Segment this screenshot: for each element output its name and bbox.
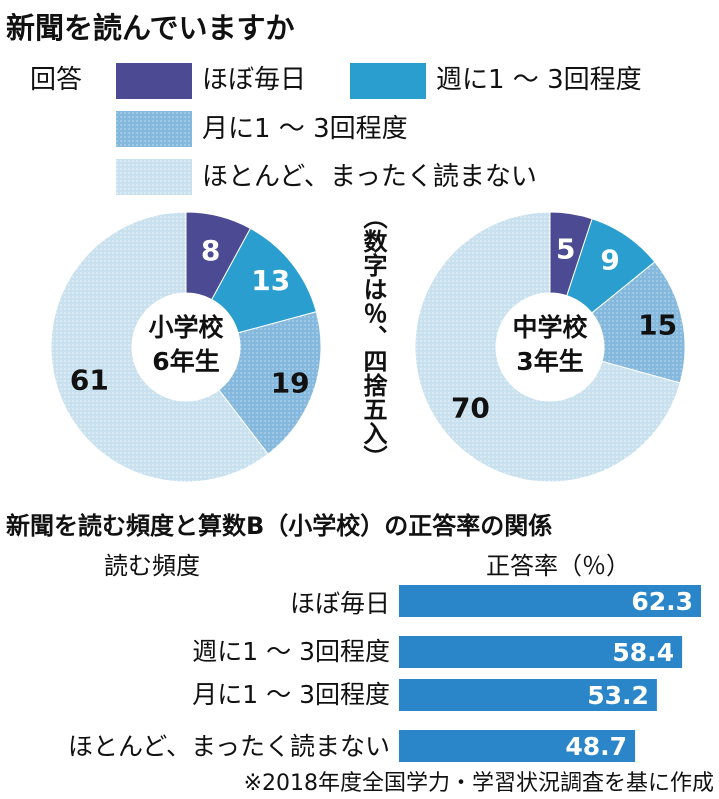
bar-category-weekly: 週に1 ～ 3回程度 — [192, 637, 390, 666]
bar-value-daily: 62.3 — [631, 587, 693, 616]
legend-swatch-never — [116, 159, 192, 195]
bar-value-monthly: 53.2 — [587, 681, 649, 710]
bar-col-right-header: 正答率（％） — [486, 552, 630, 580]
donut-junior-high-label-daily: 5 — [556, 232, 575, 265]
legend-label: 回答 — [30, 65, 82, 95]
bar-category-never: ほとんど、まったく読まない — [68, 732, 390, 761]
bar-col-left-header: 読む頻度 — [104, 552, 200, 580]
legend-text-monthly: 月に1 ～ 3回程度 — [202, 114, 408, 144]
donut-elementary-center-line2: 6年生 — [152, 347, 219, 376]
bar-never — [399, 730, 636, 762]
donut-elementary-slice-monthly — [218, 311, 322, 455]
bar-weekly — [399, 636, 683, 668]
bar-monthly — [399, 679, 657, 711]
footnote: ※2018年度全国学力・学習状況調査を基に作成 — [244, 771, 714, 796]
bar-chart: 62.3 ほぼ毎日 58.4 週に1 ～ 3回程度 53.2 月に1 ～ 3回程度 48.7… — [68, 585, 701, 762]
donut-elementary-slice-never — [50, 211, 269, 483]
donut-junior-high-label-monthly: 15 — [638, 308, 677, 341]
donut-junior-high: 5 9 15 70 — [414, 211, 686, 483]
donut-junior-high-slice-never — [414, 211, 681, 483]
donut-elementary-label-weekly: 13 — [251, 264, 290, 297]
bar-chart-title: 新聞を読む頻度と算数B（小学校）の正答率の関係 — [6, 512, 552, 540]
bar-value-weekly: 58.4 — [612, 638, 674, 667]
legend-text-weekly: 週に1 ～ 3回程度 — [436, 65, 642, 95]
donut-elementary: 8 13 19 61 — [50, 211, 322, 483]
bar-daily — [399, 585, 701, 617]
percentage-note: （数字は％、四捨五入） — [359, 205, 387, 469]
donut-elementary-center-line1: 小学校 — [148, 313, 224, 342]
bar-category-monthly: 月に1 ～ 3回程度 — [192, 680, 390, 709]
legend-text-never: ほとんど、まったく読まない — [202, 162, 537, 192]
donut-junior-high-label-never: 70 — [451, 392, 490, 425]
donut-elementary-label-never: 61 — [70, 364, 109, 397]
chart-title: 新聞を読んでいますか — [6, 11, 295, 45]
donut-elementary-label-daily: 8 — [201, 234, 220, 267]
donut-junior-high-center-line1: 中学校 — [512, 313, 588, 342]
donut-junior-high-label-weekly: 9 — [600, 244, 619, 277]
legend-swatch-daily — [116, 63, 192, 99]
bar-category-daily: ほぼ毎日 — [290, 589, 390, 618]
legend-swatch-weekly — [350, 63, 426, 99]
donut-junior-high-center-line2: 3年生 — [516, 347, 583, 376]
legend-swatch-monthly — [116, 111, 192, 147]
donut-junior-high-slice-monthly — [591, 261, 686, 384]
donut-elementary-label-monthly: 19 — [271, 366, 310, 399]
legend-text-daily: ほぼ毎日 — [202, 65, 306, 95]
bar-value-never: 48.7 — [565, 732, 627, 761]
